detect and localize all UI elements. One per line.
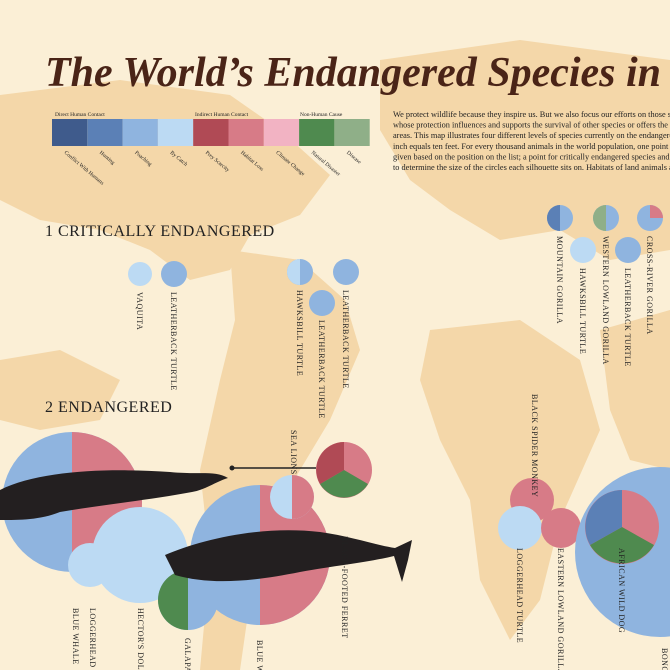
description-line: given based on the position on the list;… [393,152,670,161]
legend-swatch [122,119,158,146]
legend-group: Non-Human Cause [300,112,343,118]
legend-swatch [263,119,300,146]
legend-group: Direct Human Contact [55,112,105,118]
species-label: LOGGERHEAD TURTLE [515,548,524,643]
species-label: HECTOR'S DOLPHIN [136,608,145,670]
species-label: LOGGERHEAD TURTLE [88,608,97,670]
legend-label: Disease [345,150,362,166]
legend-group: Indirect Human Contact [195,112,249,118]
species-label: WESTERN LOWLAND GORILLA [601,236,610,365]
species-label: SEA LIONS [289,430,298,475]
legend-swatch [228,119,264,146]
description-line: inch equals ten feet. For every thousand… [393,142,670,151]
silhouettes [0,470,412,582]
species-label: LEATHERBACK TURTLE [341,290,350,389]
species-label: AFRICAN WILD DOG [617,548,626,633]
species-label: CROSS-RIVER GORILLA [645,236,654,335]
species-label: MOUNTAIN GORILLA [555,236,564,324]
species-label: HAWKSBILL TURTLE [578,268,587,354]
species-label: BLUE WHALE [255,640,264,670]
description-line: We protect wildlife because they inspire… [393,110,670,119]
species-label: BLUE WHALE [71,608,80,665]
description: We protect wildlife because they inspire… [393,110,670,172]
species-label: BLACK-FOOTED FERRET [340,536,349,639]
section-heading: 1 CRITICALLY ENDANGERED [45,223,275,240]
species-labels: VAQUITA LEATHERBACK TURTLE HAWKSBILL TUR… [71,236,669,670]
legend-swatch [157,119,194,146]
species-label: LEATHERBACK TURTLE [317,320,326,419]
species-label: BLACK SPIDER MONKEY [530,394,539,497]
species-label: LEATHERBACK TURTLE [623,268,632,367]
title: The World’s Endangered Species in Fo [45,50,670,96]
species-label: LEATHERBACK TURTLE [169,292,178,391]
legend-swatch [87,119,123,146]
description-line: whose protection influences and supports… [393,121,670,130]
legend-swatch [334,119,370,146]
legend-swatch [193,119,229,146]
description-line: areas. This map illustrates four differe… [393,131,670,140]
legend-swatch [299,119,335,146]
species-label: VAQUITA [135,292,144,330]
section-heading: 2 ENDANGERED [45,399,172,416]
legend-swatch [52,119,88,146]
species-label: HAWKSBILL TURTLE [295,290,304,376]
species-label: EASTERN LOWLAND GORILLA [556,548,565,670]
description-line: to determine the size of the circles eac… [393,163,670,172]
species-label: GALAPAGOS [183,638,192,670]
species-label: BONOBO [660,648,669,670]
